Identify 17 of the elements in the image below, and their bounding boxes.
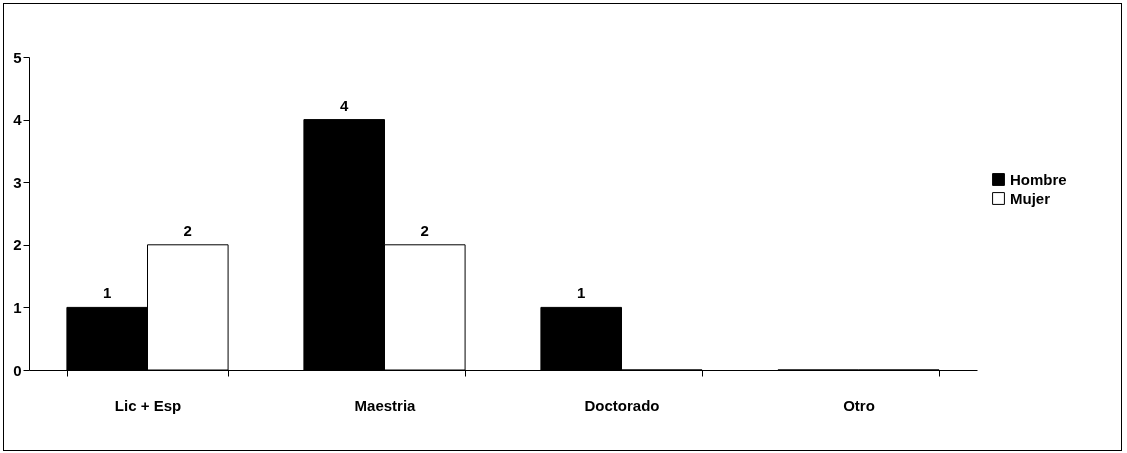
y-tick-label: 2: [13, 236, 22, 254]
x-tick-label: Doctorado: [584, 396, 660, 414]
data-label: 1: [103, 284, 112, 302]
x-tick-label: Lic + Esp: [114, 396, 182, 414]
y-tick-label: 0: [13, 361, 22, 379]
y-tick-label: 5: [13, 48, 22, 66]
x-tick-label: Maestria: [354, 396, 417, 414]
data-label: 2: [183, 221, 192, 239]
y-tick-label: 4: [13, 111, 23, 129]
y-tick-label: 3: [13, 173, 22, 191]
legend-label: Mujer: [1010, 189, 1051, 207]
data-label: 4: [340, 96, 350, 114]
legend-label: Hombre: [1010, 170, 1067, 188]
data-label: 2: [420, 221, 429, 239]
y-tick-label: 1: [13, 298, 22, 316]
data-label: 1: [577, 284, 586, 302]
x-tick-label: Otro: [843, 396, 875, 414]
